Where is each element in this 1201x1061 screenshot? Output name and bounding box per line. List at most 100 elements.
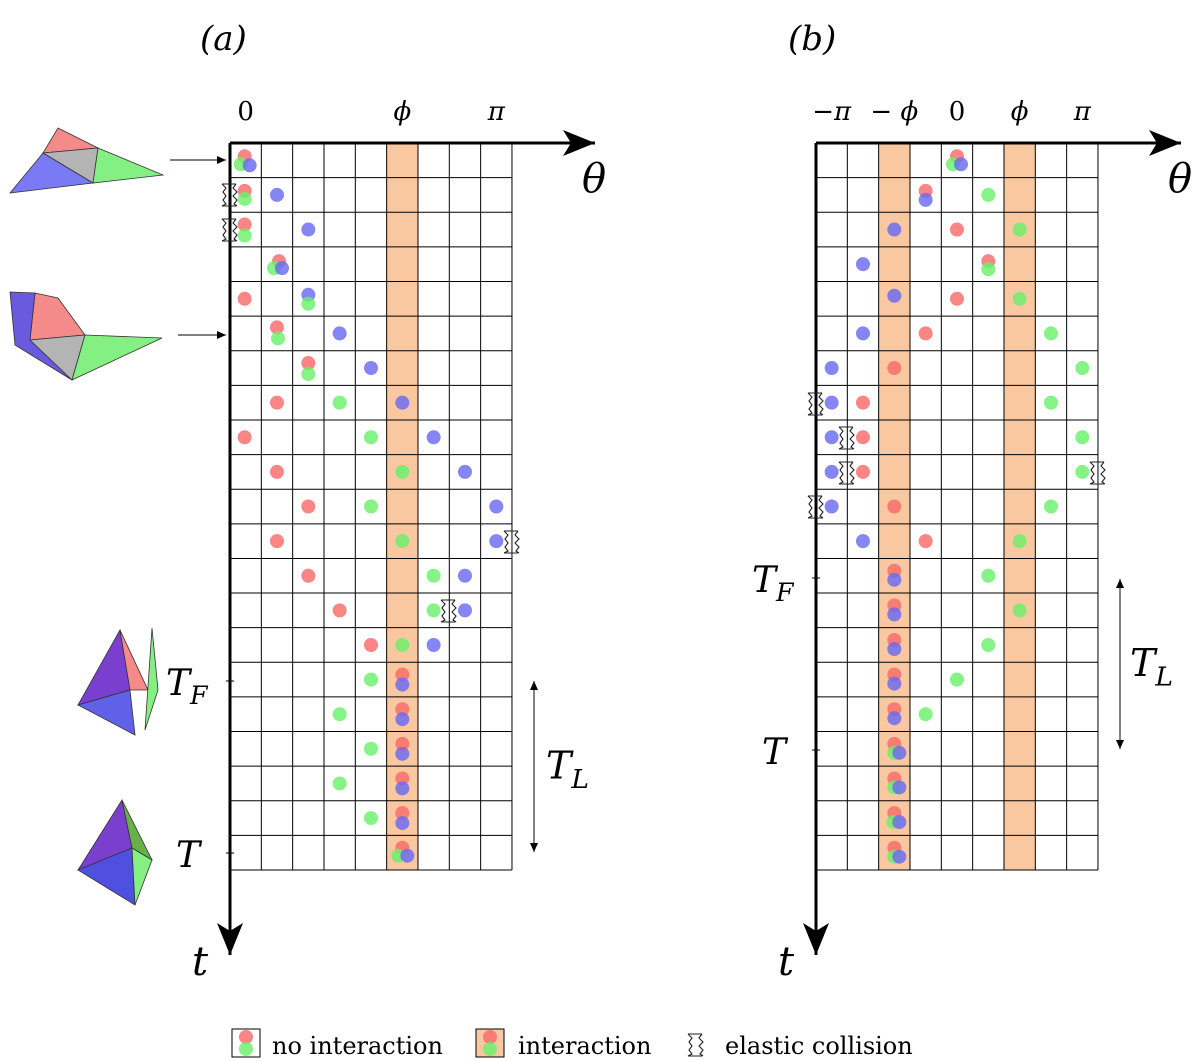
theta-label: θ [582,156,606,202]
t-l-label-base: T [1130,641,1158,685]
particle [950,223,964,237]
particle [1013,292,1027,306]
particle [1044,326,1058,340]
particle [1075,465,1089,479]
particle [333,603,347,617]
particle [1044,396,1058,410]
particle [887,500,901,514]
t-label: t [778,939,795,985]
particle [238,292,252,306]
particle [395,712,409,726]
collision-icon [688,1034,703,1056]
theta-tick-label: π [1073,97,1092,127]
particle [1013,603,1027,617]
particle [364,673,378,687]
t-l-label-sub: L [1154,662,1173,693]
particle [887,642,901,656]
theta-tick-label: π [487,97,506,127]
particle [950,673,964,687]
t-label: t [192,939,209,985]
particle [1075,430,1089,444]
particle [887,677,901,691]
particle [395,816,409,830]
t-f-label: TF [166,663,209,710]
legend-label: no interaction [272,1032,443,1060]
particle [238,192,252,206]
particle [489,500,503,514]
particle [1013,223,1027,237]
particle [1075,361,1089,375]
particle [333,326,347,340]
t-l-label: TL [1130,641,1173,693]
particle [856,257,870,271]
particle [395,678,409,692]
particle [887,361,901,375]
theta-label: θ [1168,156,1192,202]
interaction-band [1004,143,1035,870]
collision-icon [441,600,456,622]
t-f-label-sub: F [189,681,209,710]
particle [364,742,378,756]
t-l-label-sub: L [570,764,589,795]
particle [364,500,378,514]
arrow-head [530,681,538,690]
particle [458,603,472,617]
particle [919,707,933,721]
particle [981,569,995,583]
particle [333,396,347,410]
particle [271,331,285,345]
particle [825,465,839,479]
particle [856,430,870,444]
particle [919,534,933,548]
particle [239,1042,253,1056]
particle [919,326,933,340]
figure: (a)θt0ϕπTFTTL(b)θt−π− ϕ0ϕπTFTTLno intera… [0,0,1201,1061]
particle [395,781,409,795]
particle [333,707,347,721]
t-f-label-sub: F [775,578,795,607]
particle [892,746,906,760]
particle [825,500,839,514]
particle [825,396,839,410]
particle [458,465,472,479]
particle [489,534,503,548]
particle [887,223,901,237]
particle [238,430,252,444]
shape-tetra-open [78,628,158,735]
particle [981,188,995,202]
particle [301,367,315,381]
t-end-label: T [762,732,789,773]
particle [427,569,441,583]
particle [301,297,315,311]
particle [856,534,870,548]
legend-label: elastic collision [725,1032,913,1060]
particle [427,638,441,652]
theta-tick-label: ϕ [1011,97,1029,127]
shape-folding [10,292,162,380]
collision-icon [839,462,854,484]
particle [364,638,378,652]
particle [270,188,284,202]
particle [275,261,289,275]
theta-tick-label: ϕ [393,97,411,127]
particle [238,229,252,243]
particle [825,361,839,375]
particle [364,811,378,825]
particle [887,289,901,303]
t-f-label-base: T [752,560,779,601]
particle [892,850,906,864]
particle [892,780,906,794]
particle [400,849,414,863]
particle [301,500,315,514]
particle [856,465,870,479]
particle [856,396,870,410]
particle [243,158,257,172]
particle [954,157,968,171]
panel-label: (b) [788,19,836,59]
theta-tick-label: 0 [949,97,966,127]
particle [981,638,995,652]
particle [483,1042,497,1056]
particle [458,569,472,583]
arrow-head [1116,579,1124,588]
shape-flat [10,128,163,193]
